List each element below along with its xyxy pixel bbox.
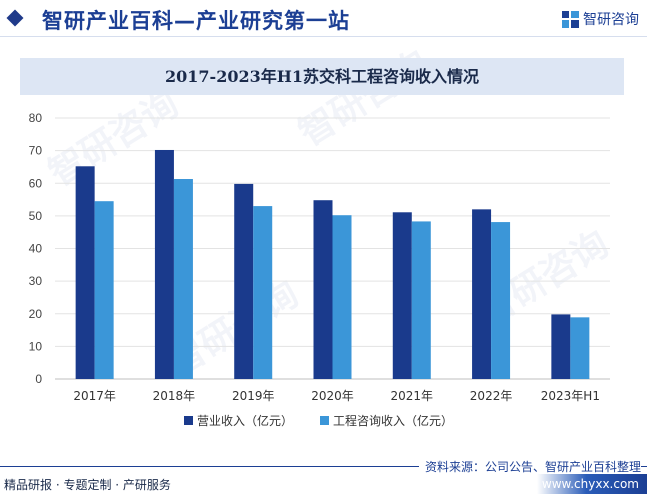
chart-title: 2017-2023年H1苏交科工程咨询收入情况 [165, 67, 479, 86]
bar-revenue-0[interactable] [75, 166, 95, 379]
bar-revenue-2[interactable] [234, 183, 254, 379]
x-tick-label: 2018年 [153, 389, 196, 403]
bar-revenue-6[interactable] [551, 314, 571, 379]
legend-label: 营业收入（亿元） [197, 413, 293, 428]
x-axis-labels: 2017年 2018年 2019年 2020年 2021年 2022年 2023年H1 [73, 389, 600, 403]
bottom-bar: 精品研报 · 专题定制 · 产研服务 www.chyxx.com [0, 474, 647, 494]
slogan: 精品研报 · 专题定制 · 产研服务 [4, 478, 171, 492]
legend: 营业收入（亿元） 工程咨询收入（亿元） [184, 413, 453, 428]
page-header: 智研产业百科—产业研究第一站 智研咨询 [0, 0, 647, 40]
site-title: 智研产业百科—产业研究第一站 [42, 9, 350, 33]
chart-title-band: 2017-2023年H1苏交科工程咨询收入情况 [20, 58, 624, 95]
y-tick-label: 0 [35, 372, 42, 386]
x-tick-label: 2017年 [73, 389, 116, 403]
y-tick-label: 40 [29, 242, 43, 256]
x-tick-label: 2021年 [391, 389, 434, 403]
legend-label: 工程咨询收入（亿元） [333, 413, 453, 428]
bar-revenue-4[interactable] [392, 212, 412, 379]
bar-consulting-4[interactable] [411, 221, 431, 379]
site-url[interactable]: www.chyxx.com [541, 477, 639, 491]
bar-revenue-5[interactable] [472, 209, 492, 379]
legend-swatch [184, 416, 193, 425]
y-tick-label: 60 [29, 176, 43, 190]
x-tick-label: 2023年H1 [541, 389, 600, 403]
brand-logo-icon [562, 10, 579, 28]
y-tick-label: 50 [29, 209, 43, 223]
bar-consulting-6[interactable] [570, 317, 590, 379]
brand-name: 智研咨询 [583, 12, 639, 28]
bar-consulting-1[interactable] [173, 179, 193, 379]
x-tick-label: 2019年 [232, 389, 275, 403]
brand-logo[interactable]: 智研咨询 [562, 9, 639, 29]
bar-consulting-3[interactable] [332, 215, 352, 379]
bars [75, 149, 590, 379]
bar-consulting-5[interactable] [491, 222, 511, 379]
source-note: 资料来源：公司公告、智研产业百科整理 [418, 458, 641, 475]
bar-revenue-3[interactable] [313, 200, 333, 379]
y-tick-label: 70 [29, 144, 43, 158]
bar-consulting-2[interactable] [253, 206, 273, 379]
x-tick-label: 2022年 [470, 389, 513, 403]
y-tick-label: 30 [29, 274, 43, 288]
y-tick-label: 20 [29, 307, 43, 321]
x-tick-label: 2020年 [311, 389, 354, 403]
y-tick-label: 80 [29, 111, 43, 125]
y-axis-ticks: 0 10 20 30 40 50 60 70 80 [29, 111, 43, 386]
legend-swatch [320, 416, 329, 425]
header-divider [0, 36, 647, 37]
url-band: www.chyxx.com [537, 474, 647, 494]
footer-divider [0, 466, 647, 467]
bar-revenue-1[interactable] [154, 149, 174, 379]
y-tick-label: 10 [29, 339, 43, 353]
bar-consulting-0[interactable] [94, 201, 114, 379]
